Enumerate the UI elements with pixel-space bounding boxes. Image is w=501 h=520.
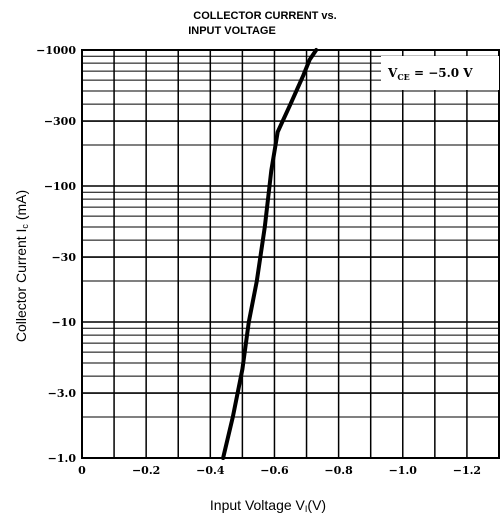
data-point	[255, 279, 259, 283]
y-tick-label: −100	[44, 180, 77, 193]
x-tick-label: −0.6	[260, 464, 289, 477]
data-point	[276, 130, 280, 134]
major-gridlines	[82, 50, 499, 458]
data-points	[221, 48, 318, 460]
data-series-line	[221, 48, 319, 460]
chart-title-block: COLLECTOR CURRENT vs. INPUT VOLTAGE	[188, 10, 337, 37]
chart-title: COLLECTOR CURRENT vs.	[193, 10, 336, 22]
y-tick-label: −300	[44, 115, 77, 128]
y-tick-label: −1.0	[48, 452, 77, 465]
data-point	[221, 456, 225, 460]
y-axis-label: Collector Current Ic (mA)	[13, 190, 30, 342]
data-point	[314, 48, 318, 52]
annotation-text: VCE = −5.0 V	[387, 66, 473, 82]
x-tick-label: 0	[78, 464, 86, 477]
y-tick-label: −3.0	[48, 387, 77, 400]
data-point	[263, 225, 267, 229]
data-point	[231, 415, 235, 419]
data-point	[289, 102, 292, 106]
x-tick-label: −0.8	[324, 464, 353, 477]
y-tick-label: −1000	[36, 44, 76, 57]
y-tick-labels: −1000 −300 −100 −30 −10 −3.0 −1.0	[36, 44, 76, 465]
data-point	[308, 58, 312, 62]
x-tick-label: −0.2	[132, 464, 160, 477]
x-axis-label: Input Voltage VI(V)	[210, 497, 326, 514]
x-tick-label: −1.0	[389, 464, 418, 477]
vce-annotation: VCE = −5.0 V	[381, 56, 499, 90]
data-point	[240, 367, 244, 371]
data-point	[301, 73, 305, 77]
plot-frame	[81, 49, 500, 459]
minor-gridlines	[82, 55, 499, 418]
y-tick-label: −30	[51, 251, 76, 264]
x-tick-labels: 0 −0.2 −0.4 −0.6 −0.8 −1.0 −1.2	[78, 464, 481, 477]
data-point	[269, 169, 273, 173]
x-tick-label: −0.4	[196, 464, 225, 477]
chart-subtitle: INPUT VOLTAGE	[188, 25, 276, 37]
y-tick-label: −10	[51, 316, 76, 329]
x-tick-label: −1.2	[453, 464, 481, 477]
data-point	[247, 320, 251, 324]
annotation-box	[381, 56, 499, 90]
